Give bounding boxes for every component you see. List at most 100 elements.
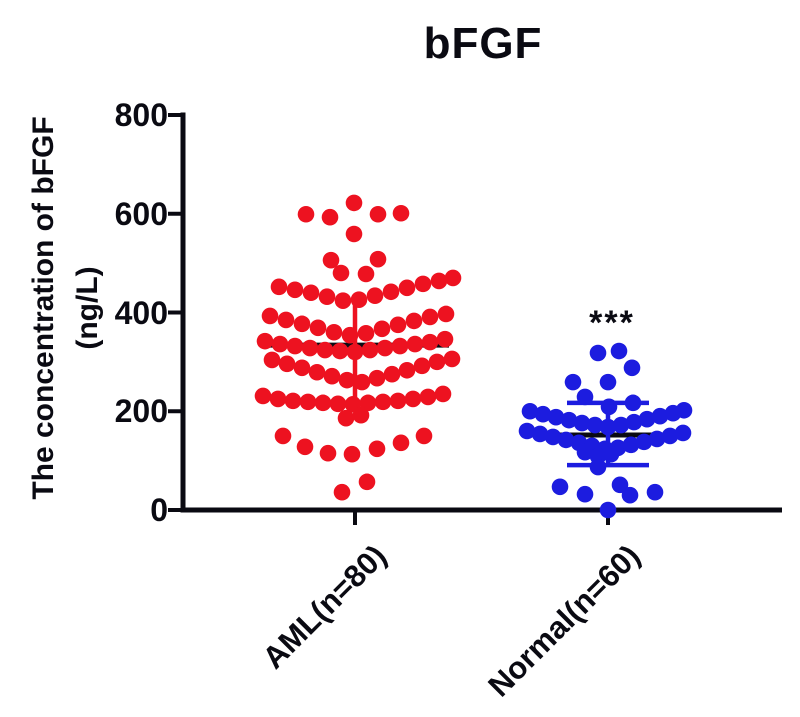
data-dot — [518, 422, 536, 440]
data-dot — [623, 359, 641, 377]
data-dot — [576, 485, 594, 503]
data-dot — [434, 385, 452, 403]
data-dot — [332, 264, 350, 282]
data-dot — [625, 413, 643, 431]
data-dot — [437, 305, 455, 323]
data-dot — [337, 409, 355, 427]
data-dot — [329, 395, 347, 413]
data-dot — [521, 402, 539, 420]
data-dot — [278, 355, 296, 373]
y-tick-label: 800 — [114, 97, 168, 133]
data-dot — [369, 250, 387, 268]
data-dot — [534, 405, 552, 423]
data-dot — [361, 341, 379, 359]
data-dot — [293, 359, 311, 377]
data-dot — [352, 406, 370, 424]
data-dot — [661, 427, 679, 445]
data-dot — [612, 416, 630, 434]
data-dot — [589, 344, 607, 362]
data-dot — [345, 225, 363, 243]
data-dot — [277, 311, 295, 329]
y-tick-label: 0 — [150, 492, 168, 528]
data-dot — [322, 251, 340, 269]
data-dot — [286, 337, 304, 355]
data-dot — [610, 342, 628, 360]
data-dot — [544, 428, 562, 446]
data-dot — [373, 320, 391, 338]
data-dot — [405, 312, 423, 330]
data-dot — [600, 398, 618, 416]
data-dot — [286, 281, 304, 299]
data-dot — [646, 483, 664, 501]
data-dot — [346, 343, 364, 361]
data-dot — [334, 292, 352, 309]
data-dot — [404, 390, 422, 408]
data-dot — [338, 371, 356, 389]
significance-stars: *** — [589, 304, 635, 342]
data-dot — [376, 339, 394, 357]
data-dot — [444, 269, 462, 287]
data-dot — [350, 291, 368, 308]
data-dot — [421, 333, 439, 351]
data-dot — [586, 416, 604, 434]
data-dot — [299, 393, 317, 411]
data-dot — [551, 478, 569, 496]
data-dot — [269, 390, 287, 408]
data-dot — [274, 427, 292, 445]
data-dot — [343, 445, 361, 463]
data-dot — [357, 324, 375, 342]
data-dot — [357, 265, 375, 283]
data-dot — [271, 335, 289, 353]
data-dot — [413, 357, 431, 375]
data-dot — [284, 392, 302, 410]
data-dot — [359, 394, 377, 412]
data-dot — [622, 436, 640, 454]
data-dot — [293, 315, 311, 333]
data-dot — [368, 369, 386, 387]
y-tick-label: 600 — [114, 195, 168, 232]
data-dot — [611, 476, 629, 494]
data-dot — [428, 353, 446, 371]
data-dot — [389, 392, 407, 410]
data-dot — [436, 330, 454, 348]
data-dot — [560, 411, 578, 429]
data-dot — [430, 272, 448, 290]
data-dot — [602, 445, 620, 463]
data-dot — [621, 486, 639, 504]
data-dot — [331, 342, 349, 360]
data-dot — [301, 339, 319, 357]
data-dot — [318, 288, 336, 306]
data-dot — [589, 458, 607, 476]
y-tick-label: 400 — [114, 294, 168, 331]
data-dot — [638, 410, 656, 428]
data-dot — [398, 279, 416, 297]
data-dot — [675, 401, 693, 419]
data-dot — [261, 307, 279, 325]
data-dot — [557, 431, 575, 449]
data-dot — [415, 427, 433, 445]
data-dot — [321, 208, 339, 226]
data-dot — [599, 418, 617, 436]
chart-title: bFGF — [423, 19, 543, 68]
data-dot — [421, 308, 439, 326]
data-dot — [325, 323, 343, 341]
data-dot — [624, 394, 642, 412]
data-dot — [323, 367, 341, 385]
data-dot — [406, 335, 424, 353]
data-dot — [547, 408, 565, 426]
data-dot — [368, 440, 386, 458]
data-dot — [443, 350, 461, 368]
data-dot — [316, 341, 334, 359]
data-dot — [635, 433, 653, 451]
data-dot — [358, 473, 376, 491]
data-dot — [382, 283, 400, 301]
data-dot — [392, 434, 410, 452]
data-dot — [314, 394, 332, 412]
data-dot — [383, 365, 401, 383]
data-dot — [389, 316, 407, 334]
data-dot — [309, 319, 327, 337]
data-dot — [319, 444, 337, 462]
data-dot — [648, 430, 666, 448]
data-dot — [270, 278, 288, 296]
